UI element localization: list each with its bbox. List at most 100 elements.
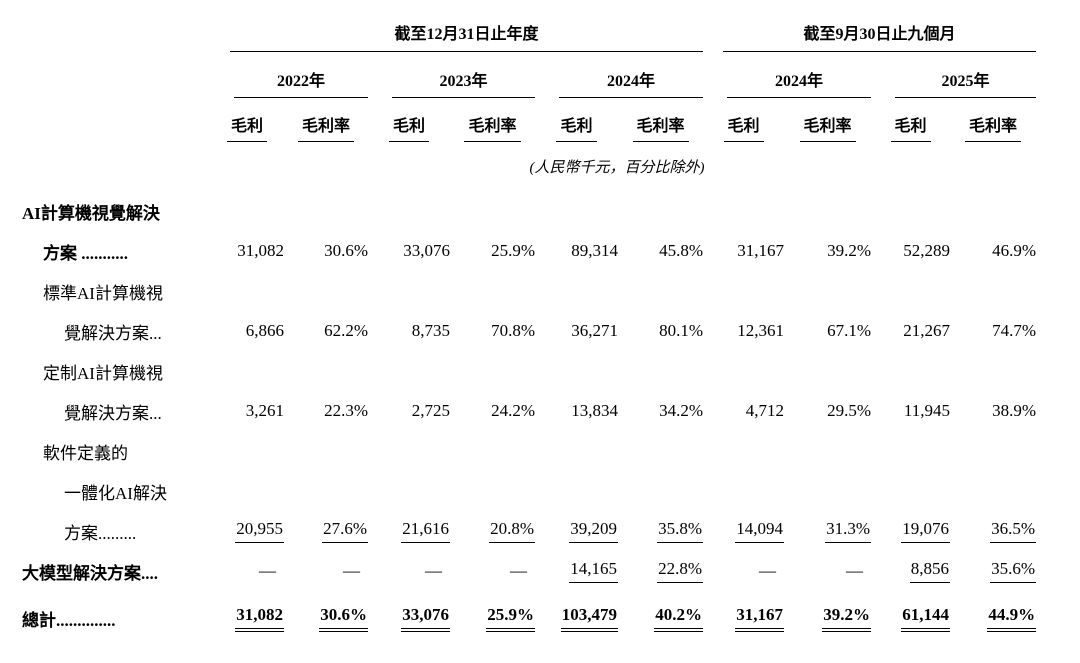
- year-header: 2024年: [703, 52, 872, 98]
- header-row-years: 2022年 2023年 2024年 2024年 2025年: [22, 52, 1037, 98]
- measure-label: 毛利率: [632, 112, 689, 142]
- value: 33,076: [401, 605, 450, 632]
- value: 21,267: [903, 321, 951, 340]
- value: 52,289: [903, 241, 951, 260]
- year-header: 2024年: [535, 52, 704, 98]
- value: 4,712: [745, 401, 785, 420]
- table-row: AI計算機視覺解決: [22, 191, 1036, 231]
- value: 35.6%: [990, 559, 1037, 583]
- row-label: 覺解決方案...: [64, 403, 162, 423]
- value-cell: —: [784, 551, 871, 591]
- value: 29.5%: [827, 401, 872, 420]
- value: 30.6%: [324, 241, 368, 260]
- value-cell: 25.9%: [450, 591, 535, 632]
- value: 31,167: [737, 241, 785, 260]
- value-cell: 4,712: [703, 391, 784, 431]
- corner-cell: [22, 98, 210, 142]
- value: 27.6%: [322, 519, 368, 543]
- value-cell: 40.2%: [618, 591, 704, 632]
- value: 38.9%: [992, 401, 1037, 420]
- value-cell: 12,361: [703, 311, 784, 351]
- period-group-title: 截至12月31日止年度: [230, 16, 704, 52]
- corner-cell: [22, 16, 210, 52]
- value-cell: 8,856: [871, 551, 951, 591]
- value-cell: 27.6%: [284, 511, 368, 551]
- value: 45.8%: [659, 241, 704, 260]
- value: 70.8%: [491, 321, 535, 340]
- value: 19,076: [901, 519, 951, 543]
- value-cell: 44.9%: [950, 591, 1037, 632]
- value-cell: 67.1%: [784, 311, 871, 351]
- value-cell: —: [284, 551, 368, 591]
- value-cell: 36.5%: [950, 511, 1037, 551]
- year-header: 2022年: [210, 52, 368, 98]
- value-cell: 33,076: [368, 231, 450, 271]
- value-cell: 45.8%: [618, 231, 703, 271]
- value: 46.9%: [992, 241, 1037, 260]
- value-cell: 38.9%: [950, 391, 1036, 431]
- value: 8,856: [909, 559, 951, 583]
- period-group-header: 截至12月31日止年度: [210, 16, 704, 52]
- measure-label: 毛利: [556, 112, 597, 142]
- value: —: [259, 561, 276, 580]
- value: 103,479: [560, 605, 618, 632]
- row-label: 覺解決方案...: [64, 323, 162, 343]
- table-row: 大模型解決方案.... — — — — 14,165 22.8% — — 8,856 35.6%: [22, 551, 1037, 591]
- value-cell: 62.2%: [284, 311, 368, 351]
- value: 61,144: [901, 605, 951, 632]
- measure-label: 毛利率: [965, 112, 1022, 142]
- value: —: [846, 561, 864, 580]
- row-label: 軟件定義的: [43, 443, 128, 463]
- row-label: 總計..............: [22, 611, 116, 630]
- measure-header: 毛利: [535, 98, 618, 142]
- measure-header: 毛利率: [784, 98, 871, 142]
- value-cell: 24.2%: [450, 391, 535, 431]
- value-cell: 31,167: [703, 591, 785, 632]
- row-label: 定制AI計算機視: [43, 363, 163, 383]
- value: 44.9%: [987, 605, 1037, 632]
- table-row: 覺解決方案... 6,866 62.2% 8,735 70.8% 36,271 80.1% 1…: [22, 311, 1036, 351]
- table-row: 方案......... 20,955 27.6% 21,616 20.8% 39,209 3…: [22, 511, 1037, 551]
- year-header: 2023年: [368, 52, 535, 98]
- value: 11,945: [903, 401, 951, 420]
- value: 25.9%: [491, 241, 535, 260]
- value-cell: 22.3%: [284, 391, 368, 431]
- table-row: 軟件定義的: [22, 431, 1036, 471]
- value: 14,094: [735, 519, 785, 543]
- corner-cell: [22, 52, 210, 98]
- measure-header: 毛利: [368, 98, 450, 142]
- measure-label: 毛利: [388, 112, 429, 142]
- value-cell: 21,616: [368, 511, 450, 551]
- value-cell: 46.9%: [950, 231, 1036, 271]
- value-cell: 36,271: [535, 311, 618, 351]
- table-row: 一體化AI解決: [22, 471, 1036, 511]
- measure-header: 毛利率: [450, 98, 535, 142]
- value-cell: 80.1%: [618, 311, 703, 351]
- value-cell: 52,289: [871, 231, 950, 271]
- table-row: 定制AI計算機視: [22, 351, 1036, 391]
- value-cell: 33,076: [368, 591, 450, 632]
- table-row: 標準AI計算機視: [22, 271, 1036, 311]
- value-cell: 20,955: [210, 511, 284, 551]
- gross-profit-table: 截至12月31日止年度 截至9月30日止九個月 2022年 2023年 2024年 202…: [22, 16, 1037, 632]
- value: —: [510, 561, 527, 580]
- value: 67.1%: [827, 321, 872, 340]
- period-group-header: 截至9月30日止九個月: [703, 16, 1037, 52]
- value: 8,735: [411, 321, 450, 340]
- year-label: 2024年: [727, 52, 872, 98]
- measure-label: 毛利率: [297, 112, 354, 142]
- measure-header: 毛利率: [950, 98, 1036, 142]
- value-cell: 30.6%: [284, 591, 368, 632]
- value-cell: 70.8%: [450, 311, 535, 351]
- period-group-title: 截至9月30日止九個月: [723, 16, 1037, 52]
- unit-note: (人民幣千元，百分比除外): [529, 160, 705, 176]
- measure-header: 毛利: [703, 98, 784, 142]
- value-cell: 30.6%: [284, 231, 368, 271]
- value: 14,165: [569, 559, 618, 583]
- measure-label: 毛利: [723, 112, 764, 142]
- value-cell: —: [210, 551, 284, 591]
- year-label: 2024年: [559, 52, 704, 98]
- value-cell: 29.5%: [784, 391, 871, 431]
- row-label: 方案 ...........: [43, 243, 128, 263]
